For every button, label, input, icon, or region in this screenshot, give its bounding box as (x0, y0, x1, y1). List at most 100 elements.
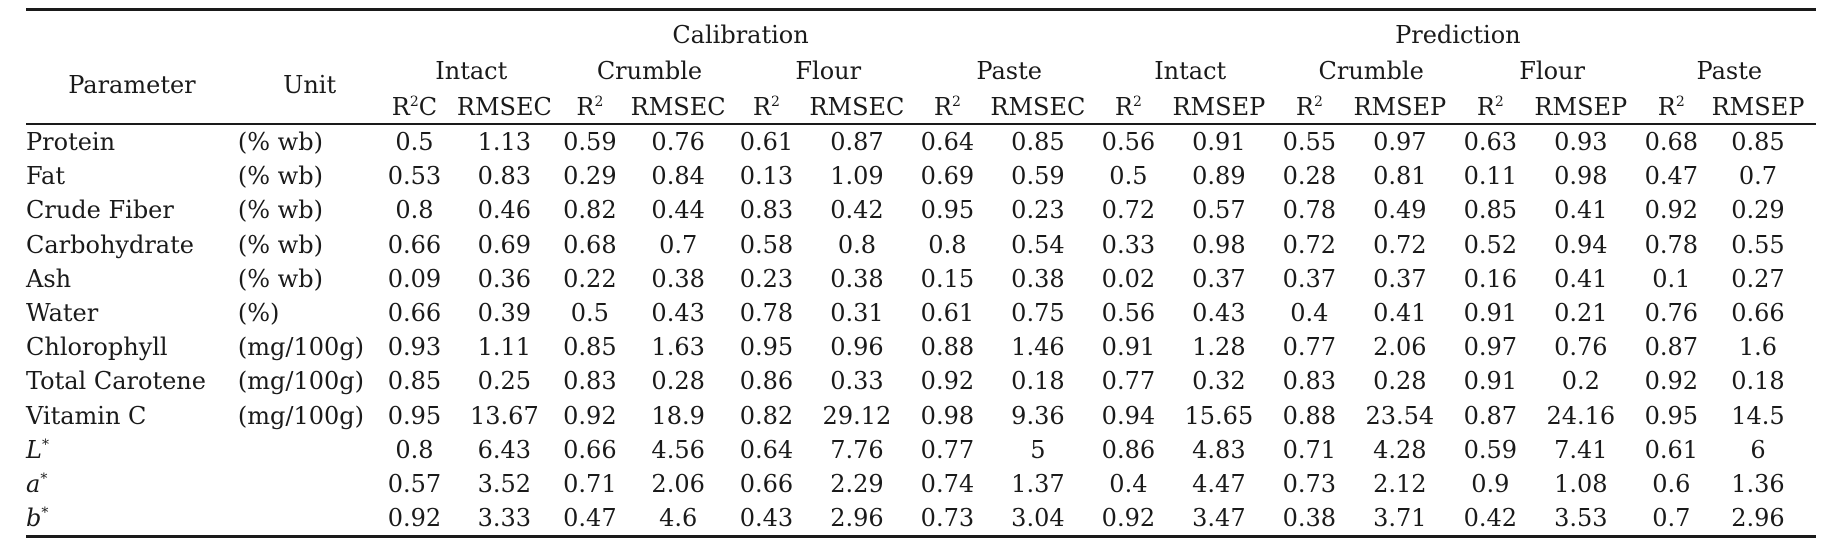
r2-value-cell: 0.88 (920, 333, 975, 362)
r2-value-cell: 0.52 (1463, 230, 1518, 259)
r2-value-cell: 0.78 (1282, 196, 1337, 225)
metric-header-r2: R2 (918, 85, 977, 125)
unit-cell: (% wb) (237, 162, 323, 191)
rmse-value-cell: 3.47 (1157, 501, 1281, 539)
r2-value-cell: 0.66 (387, 230, 442, 259)
rmse-value-cell: 0.37 (1373, 264, 1427, 293)
rmse-value-cell: 0.38 (1011, 264, 1065, 293)
parameter-cell: Total Carotene (26, 364, 238, 398)
r2-value-cell: 0.15 (920, 264, 975, 293)
group-header-row: Calibration Prediction (26, 8, 1816, 49)
table-row: Vitamin C (mg/100g) 0.95 13.67 0.92 18.9 0.82 2… (26, 399, 1816, 433)
r2-value-cell: 0.5 (395, 128, 434, 157)
rmse-value-cell: 2.12 (1373, 469, 1427, 498)
r2-value-cell: 0.28 (1282, 162, 1337, 191)
rmse-value-cell: 0.36 (477, 264, 532, 293)
r2-value-cell: 0.95 (739, 333, 794, 362)
r2-value-cell: 0.37 (1282, 264, 1337, 293)
rmse-value-cell: 4.83 (1192, 435, 1246, 464)
rmse-value-cell: 2.96 (795, 501, 919, 539)
r2-value-cell: 0.78 (739, 299, 794, 328)
metric-superscript: 2 (1494, 94, 1504, 110)
rmse-value-cell: 18.9 (651, 401, 705, 430)
table-row: Carbohydrate (% wb) 0.66 0.69 0.68 0.7 0.58 0.8… (26, 228, 1816, 262)
r2-value-cell: 0.53 (387, 162, 442, 191)
rmse-value-cell: 0.29 (1731, 196, 1785, 225)
unit-cell (238, 433, 381, 467)
r2-value-cell: 0.4 (1109, 469, 1148, 498)
r2-value-cell: 0.76 (1644, 299, 1699, 328)
r2-value-cell: 0.56 (1101, 128, 1156, 157)
parameter-cell: Ash (26, 262, 238, 296)
metric-superscript: 2 (1132, 94, 1142, 110)
r2-value-cell: 0.56 (1101, 299, 1156, 328)
rmse-value-cell: 0.59 (1011, 162, 1065, 191)
r2-value-cell: 0.92 (563, 401, 617, 430)
metric-header-r2: R2 (1642, 85, 1700, 125)
metric-header-r2: R2 (737, 85, 796, 125)
rmse-value-cell: 0.46 (477, 196, 532, 225)
group-calibration: Calibration (381, 8, 1100, 49)
parameter-name: b (26, 504, 42, 533)
r2-value-cell: 0.61 (920, 299, 975, 328)
r2-value-cell: 0.68 (563, 230, 617, 259)
metric-header-r2: R2 (1280, 85, 1339, 125)
rmse-value-cell: 0.41 (1554, 264, 1608, 293)
table-row: Crude Fiber (% wb) 0.8 0.46 0.82 0.44 0.83 0.42… (26, 193, 1816, 227)
parameter-cell: Protein (26, 124, 238, 159)
rmse-value-cell: 0.57 (1192, 196, 1246, 225)
table-row: Ash (% wb) 0.09 0.36 0.22 0.38 0.23 0.38 0.15 0.3… (26, 262, 1816, 296)
rmse-value-cell: 0.85 (1011, 128, 1065, 157)
r2-value-cell: 0.95 (920, 196, 975, 225)
rmse-value-cell: 1.13 (477, 128, 532, 157)
rmse-value-cell: 0.97 (1373, 128, 1427, 157)
metric-header-rmse: RMSEC (976, 85, 1100, 125)
rmse-value-cell: 6.43 (477, 435, 532, 464)
metric-symbol: R (752, 93, 771, 121)
rmse-value-cell: 0.76 (651, 128, 705, 157)
r2-value-cell: 0.59 (563, 128, 617, 157)
unit-cell: (%) (237, 299, 280, 328)
parameter-name: Ash (26, 264, 72, 293)
r2-value-cell: 0.77 (1282, 333, 1337, 362)
parameter-name: a (26, 469, 41, 498)
r2-value-cell: 0.85 (563, 333, 617, 362)
table-row: b* 0.92 3.33 0.47 4.6 0.43 2.96 0.73 3.04 0.92 3.4… (26, 501, 1816, 539)
rmse-value-cell: 0.49 (1373, 196, 1427, 225)
parameter-name: Chlorophyll (26, 333, 168, 362)
rmse-value-cell: 0.38 (830, 264, 884, 293)
parameter-superscript: * (41, 505, 49, 522)
rmse-value-cell: 1.36 (1731, 469, 1785, 498)
r2-value-cell: 0.9 (1471, 469, 1510, 498)
technique-header: Intact (1154, 57, 1227, 85)
r2-value-cell: 0.57 (387, 469, 442, 498)
r2-value-cell: 0.83 (1282, 367, 1337, 396)
metric-header-rmse: RMSEP (1338, 85, 1462, 125)
metric-superscript: 2 (1313, 94, 1323, 110)
table-row: Water (%) 0.66 0.39 0.5 0.43 0.78 0.31 0.61 0.75 0… (26, 296, 1816, 330)
r2-value-cell: 0.5 (570, 299, 609, 328)
rmse-value-cell: 7.41 (1554, 435, 1608, 464)
r2-value-cell: 0.33 (1101, 230, 1156, 259)
rmse-value-cell: 0.38 (651, 264, 705, 293)
rmse-value-cell: 0.75 (1011, 299, 1065, 328)
parameter-header: Parameter (26, 49, 238, 125)
technique-header: Flour (1519, 57, 1585, 85)
rmse-value-cell: 0.54 (1011, 230, 1065, 259)
results-table-container: Calibration Prediction Parameter Unit In… (26, 8, 1816, 539)
rmse-value-cell: 0.87 (830, 128, 884, 157)
metric-symbol: R (1657, 93, 1676, 121)
technique-header: Flour (795, 57, 862, 85)
rmse-value-cell: 2.06 (651, 469, 705, 498)
r2-value-cell: 0.55 (1282, 128, 1337, 157)
rmse-value-cell: 9.36 (1011, 401, 1065, 430)
parameter-name: Protein (26, 128, 116, 157)
r2-value-cell: 0.72 (1101, 196, 1156, 225)
rmse-value-cell: 0.41 (1373, 299, 1427, 328)
r2-value-cell: 0.66 (563, 435, 617, 464)
r2-value-cell: 0.59 (1463, 435, 1518, 464)
table-row: L* 0.8 6.43 0.66 4.56 0.64 7.76 0.77 5 0.86 4.83 0.… (26, 433, 1816, 467)
unit-cell: (mg/100g) (237, 401, 364, 430)
r2-value-cell: 0.7 (1642, 501, 1700, 539)
rmse-value-cell: 23.54 (1365, 401, 1435, 430)
